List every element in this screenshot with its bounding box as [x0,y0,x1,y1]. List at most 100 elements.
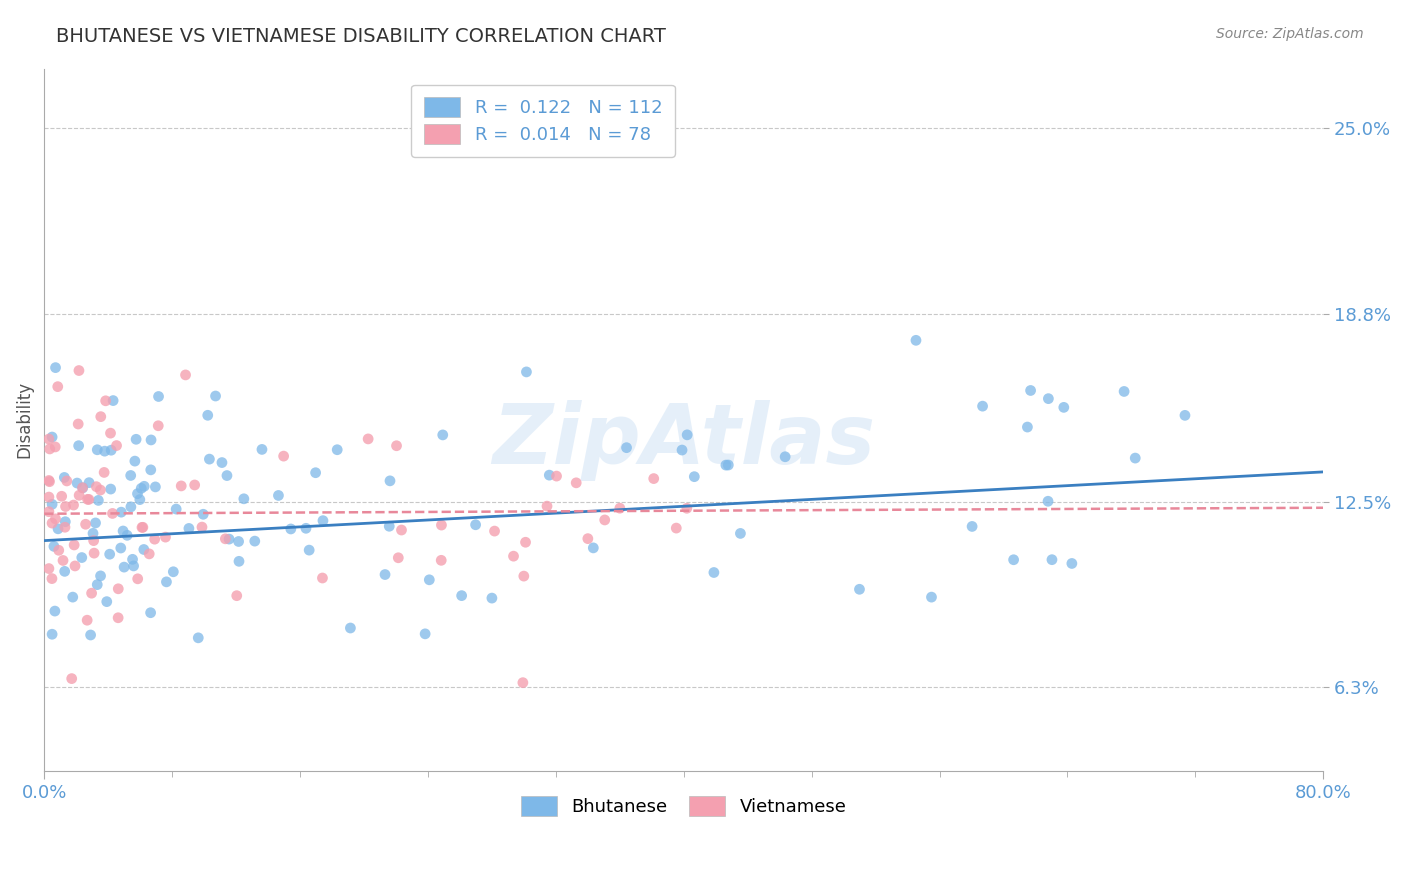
Point [96,594,118,608]
Point [1060,557,1083,571]
Point [450,589,472,603]
Point [41,627,63,641]
Legend: Bhutanese, Vietnamese: Bhutanese, Vietnamese [512,787,856,825]
Point [432,428,454,442]
Point [87,493,110,508]
Point [304,466,326,480]
Point [609,501,631,516]
Point [41,430,63,444]
Point [155,530,177,544]
Point [148,418,170,433]
Text: BHUTANESE VS VIETNAMESE DISABILITY CORRELATION CHART: BHUTANESE VS VIETNAMESE DISABILITY CORRE… [56,27,666,45]
Point [267,488,290,502]
Point [515,365,537,379]
Point [46,522,69,536]
Point [357,432,380,446]
Point [1114,384,1136,399]
Point [311,571,333,585]
Point [41,572,63,586]
Point [56,474,79,488]
Point [60,672,83,686]
Point [546,469,568,483]
Point [582,541,605,555]
Point [464,517,486,532]
Point [225,589,247,603]
Point [138,547,160,561]
Y-axis label: Disability: Disability [15,381,32,458]
Point [538,468,561,483]
Point [295,521,318,535]
Point [105,439,128,453]
Point [413,627,436,641]
Point [593,513,616,527]
Point [232,491,254,506]
Point [904,334,927,348]
Point [848,582,870,597]
Point [191,520,214,534]
Point [139,606,162,620]
Point [1174,409,1197,423]
Point [46,379,69,393]
Point [250,442,273,457]
Point [86,480,108,494]
Point [187,631,209,645]
Point [643,472,665,486]
Point [214,532,236,546]
Point [717,458,740,472]
Point [773,450,796,464]
Point [273,449,295,463]
Point [676,427,699,442]
Point [76,492,98,507]
Point [83,533,105,548]
Point [48,543,70,558]
Point [430,518,453,533]
Point [228,554,250,568]
Point [576,532,599,546]
Point [67,417,90,431]
Point [98,547,121,561]
Point [128,492,150,507]
Point [676,501,699,516]
Point [183,478,205,492]
Point [129,481,152,495]
Point [100,482,122,496]
Point [1036,494,1059,508]
Point [972,399,994,413]
Point [44,440,66,454]
Point [378,519,401,533]
Text: Source: ZipAtlas.com: Source: ZipAtlas.com [1216,27,1364,41]
Point [243,534,266,549]
Point [298,543,321,558]
Point [165,502,187,516]
Point [703,566,725,580]
Point [107,611,129,625]
Point [41,516,63,530]
Text: ZipAtlas: ZipAtlas [492,401,876,481]
Point [76,613,98,627]
Point [80,586,103,600]
Point [72,481,94,495]
Point [174,368,197,382]
Point [52,553,75,567]
Point [127,572,149,586]
Point [89,483,111,497]
Point [120,468,142,483]
Point [730,526,752,541]
Point [502,549,524,564]
Point [177,521,200,535]
Point [326,442,349,457]
Point [143,532,166,546]
Point [280,522,302,536]
Point [1053,401,1076,415]
Point [139,433,162,447]
Point [86,442,108,457]
Point [124,454,146,468]
Point [125,432,148,446]
Point [44,604,66,618]
Point [42,540,65,554]
Point [101,507,124,521]
Point [515,535,537,549]
Point [38,561,60,575]
Point [198,452,221,467]
Point [616,441,638,455]
